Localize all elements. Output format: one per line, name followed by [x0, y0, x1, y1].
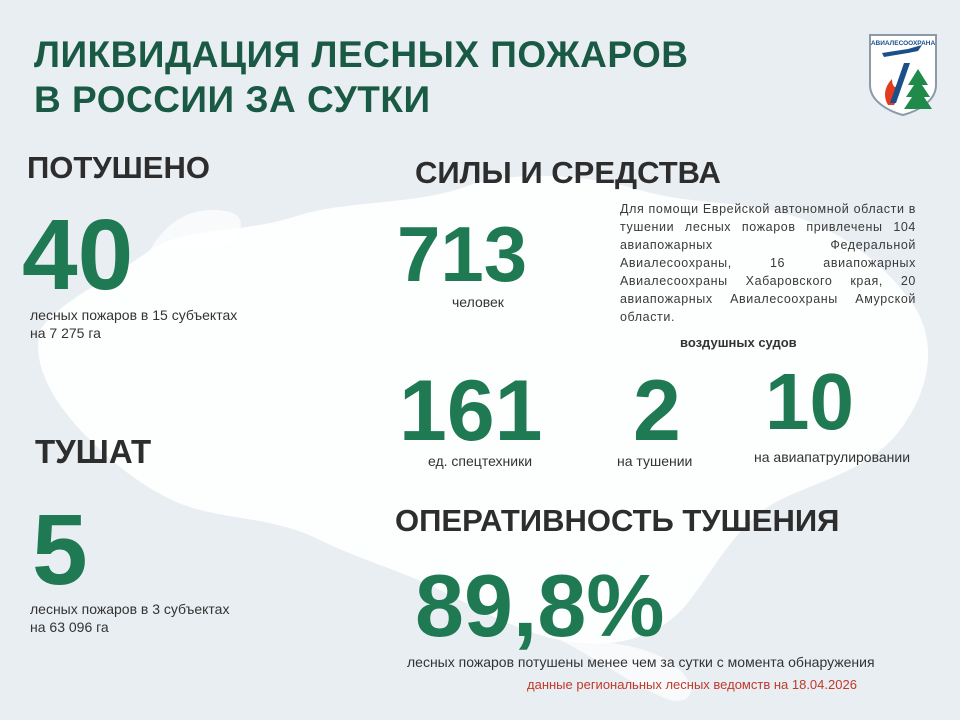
forces-description: Для помощи Еврейской автономной области …	[620, 202, 916, 324]
logo-text: АВИАЛЕСООХРАНА	[871, 40, 936, 47]
extinguished-heading: ПОТУШЕНО	[27, 150, 210, 185]
people-count: 713	[397, 210, 528, 298]
equipment-caption: ед. спецтехники	[428, 453, 533, 469]
active-caption-line-1: лесных пожаров в 3 субъектах	[30, 601, 230, 617]
aircraft-fighting-count: 2	[633, 363, 681, 459]
efficiency-heading: ОПЕРАТИВНОСТЬ ТУШЕНИЯ	[395, 503, 840, 538]
active-heading: ТУШАТ	[35, 433, 152, 470]
aircraft-fighting-caption: на тушении	[617, 453, 693, 469]
active-caption: лесных пожаров в 3 субъектах на 63 096 г…	[30, 600, 229, 636]
title-line-2: В РОССИИ ЗА СУТКИ	[34, 79, 431, 120]
extinguished-caption-line-2: на 7 275 га	[30, 325, 101, 341]
aircraft-patrol-count: 10	[765, 357, 854, 446]
extinguished-caption-line-1: лесных пожаров в 15 субъектах	[30, 307, 238, 323]
active-caption-line-2: на 63 096 га	[30, 619, 109, 635]
equipment-count: 161	[399, 363, 543, 459]
title-line-1: ЛИКВИДАЦИЯ ЛЕСНЫХ ПОЖАРОВ	[34, 34, 689, 75]
active-count: 5	[32, 494, 88, 606]
page-title: ЛИКВИДАЦИЯ ЛЕСНЫХ ПОЖАРОВ В РОССИИ ЗА СУ…	[34, 32, 689, 122]
forces-heading: СИЛЫ И СРЕДСТВА	[415, 155, 721, 190]
avialesookhrana-logo: АВИАЛЕСООХРАНА	[869, 34, 937, 117]
data-source-footnote: данные региональных лесных ведомств на 1…	[527, 677, 857, 692]
extinguished-count: 40	[22, 199, 134, 311]
extinguished-caption: лесных пожаров в 15 субъектах на 7 275 г…	[30, 306, 237, 342]
efficiency-value: 89,8%	[415, 556, 665, 655]
people-caption: человек	[452, 294, 504, 310]
aircraft-patrol-caption: на авиапатрулировании	[754, 449, 911, 465]
efficiency-caption: лесных пожаров потушены менее чем за сут…	[407, 654, 875, 670]
aircraft-heading: воздушных судов	[680, 335, 797, 350]
